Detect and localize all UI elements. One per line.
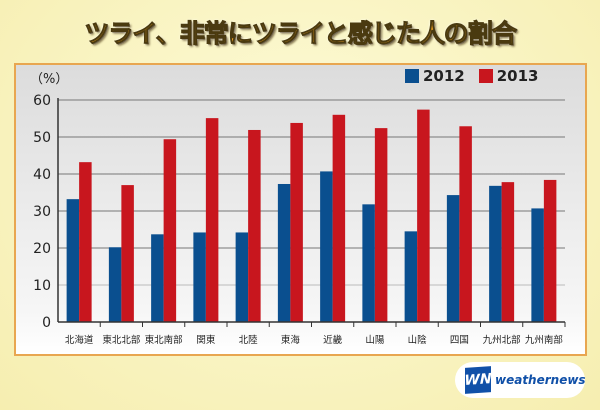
x-tick-label: 九州南部 (525, 334, 563, 346)
legend: 2012 2013 (405, 67, 539, 85)
legend-item-2013: 2013 (478, 67, 539, 85)
bar-2012 (362, 204, 375, 322)
x-tick-label: 関東 (196, 334, 216, 346)
bar-2013 (163, 139, 177, 322)
legend-swatch (478, 69, 493, 83)
x-tick-label: 山陰 (408, 334, 428, 346)
x-tick-label: 東北南部 (145, 334, 183, 346)
bar-2012 (235, 232, 249, 322)
wn-logo-mark: WN (464, 366, 492, 394)
bar-2013 (332, 114, 346, 322)
y-tick-label: 50 (33, 130, 51, 146)
bar-2012 (108, 247, 122, 322)
bar-2013 (205, 118, 219, 322)
y-axis-unit: （%） (30, 72, 69, 87)
bar-2013 (417, 109, 430, 323)
bar-2013 (248, 129, 261, 322)
bar-2013 (79, 162, 92, 322)
bar-2012 (489, 185, 502, 322)
legend-label: 2013 (496, 67, 539, 85)
bar-2013 (459, 126, 472, 323)
y-tick-label: 30 (33, 204, 51, 220)
chart-title: ツライ、非常にツライと感じた人の割合 (84, 19, 518, 49)
bar-2012 (531, 208, 544, 322)
bar-2012 (151, 234, 164, 322)
bar-2012 (404, 231, 418, 322)
x-tick-label: 山陽 (365, 334, 385, 346)
logo-text: weathernews (495, 373, 586, 387)
y-tick-label: 60 (33, 93, 51, 109)
bar-2012 (277, 183, 291, 322)
bar-2012 (193, 232, 206, 322)
y-tick-label: 40 (33, 167, 51, 183)
weathernews-logo: WN weathernews (455, 362, 586, 398)
bar-2013 (374, 128, 388, 322)
x-tick-label: 四国 (450, 335, 469, 346)
x-tick-label: 北海道 (65, 334, 94, 346)
y-tick-label: 0 (42, 315, 51, 331)
x-tick-label: 北陸 (239, 334, 259, 346)
bar-2013 (290, 122, 303, 322)
y-tick-label: 20 (33, 241, 51, 257)
bar-2012 (446, 195, 460, 322)
bar-2013 (501, 182, 515, 322)
x-tick-label: 東海 (281, 334, 301, 346)
legend-label: 2012 (423, 67, 465, 85)
x-tick-label: 東北北部 (102, 334, 140, 346)
x-tick-label: 九州北部 (483, 334, 521, 346)
bar-2012 (320, 171, 333, 322)
legend-swatch (405, 69, 419, 83)
bar-2013 (543, 179, 557, 322)
x-tick-label: 近畿 (323, 334, 343, 346)
bar-2013 (121, 185, 134, 322)
bar-2012 (66, 199, 80, 322)
legend-item-2012: 2012 (405, 67, 465, 85)
y-tick-label: 10 (33, 278, 51, 294)
